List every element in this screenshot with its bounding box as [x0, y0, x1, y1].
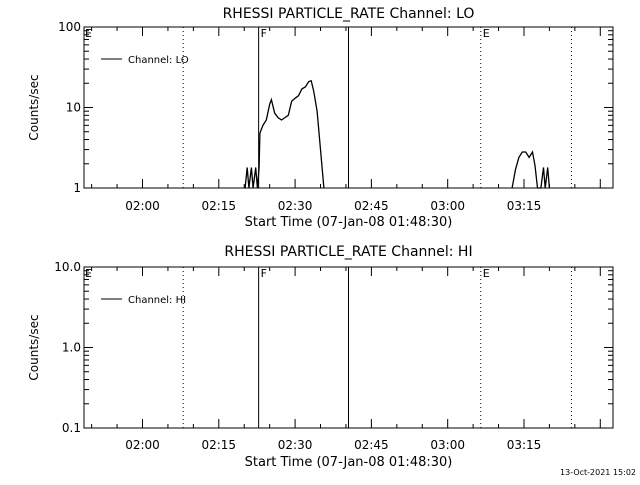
- marker-label-edge: E: [85, 27, 92, 40]
- y-tick-label: 100: [58, 20, 81, 34]
- x-tick-label: 03:00: [430, 199, 465, 213]
- chart-panel-lo: RHESSI PARTICLE_RATE Channel: LO 1 10 100 Co…: [27, 6, 614, 230]
- x-tick-label: 02:00: [125, 438, 160, 452]
- x-axis-label: Start Time (07-Jan-08 01:48:30): [245, 215, 453, 230]
- x-tick-label: 02:00: [125, 199, 160, 213]
- marker-label-edge: E: [85, 267, 92, 280]
- x-tick-label: 03:00: [430, 438, 465, 452]
- y-tick-label: 1.0: [62, 341, 81, 355]
- chart-panel-hi: RHESSI PARTICLE_RATE Channel: HI 0.1 1.0 10…: [27, 244, 614, 470]
- y-tick-label: 1: [73, 181, 81, 195]
- chart-title: RHESSI PARTICLE_RATE Channel: HI: [224, 244, 472, 260]
- y-tick-label: 0.1: [62, 421, 81, 435]
- y-tick-label: 10: [66, 101, 81, 115]
- y-axis-label: Counts/sec: [27, 74, 41, 140]
- y-tick-label: 10.0: [54, 260, 81, 274]
- x-tick-label: 02:15: [201, 438, 236, 452]
- legend-label: Channel: HI: [128, 295, 186, 306]
- series-line: [511, 150, 551, 189]
- x-tick-label: 02:30: [278, 199, 313, 213]
- x-tick-label: 02:45: [354, 438, 389, 452]
- chart-title: RHESSI PARTICLE_RATE Channel: LO: [223, 6, 475, 22]
- marker-label: F: [261, 267, 267, 280]
- x-tick-label: 03:15: [507, 438, 542, 452]
- x-tick-label: 02:30: [278, 438, 313, 452]
- x-tick-label: 02:15: [201, 199, 236, 213]
- legend-label: Channel: LO: [128, 55, 189, 66]
- y-axis-label: Counts/sec: [27, 314, 41, 380]
- marker-label: E: [483, 27, 490, 40]
- marker-label: E: [483, 267, 490, 280]
- footer-timestamp: 13-Oct-2021 15:02: [560, 468, 636, 477]
- series-line: [244, 79, 325, 189]
- marker-label: F: [261, 27, 267, 40]
- x-tick-label: 02:45: [354, 199, 389, 213]
- x-axis-label: Start Time (07-Jan-08 01:48:30): [245, 455, 453, 470]
- x-tick-label: 03:15: [507, 199, 542, 213]
